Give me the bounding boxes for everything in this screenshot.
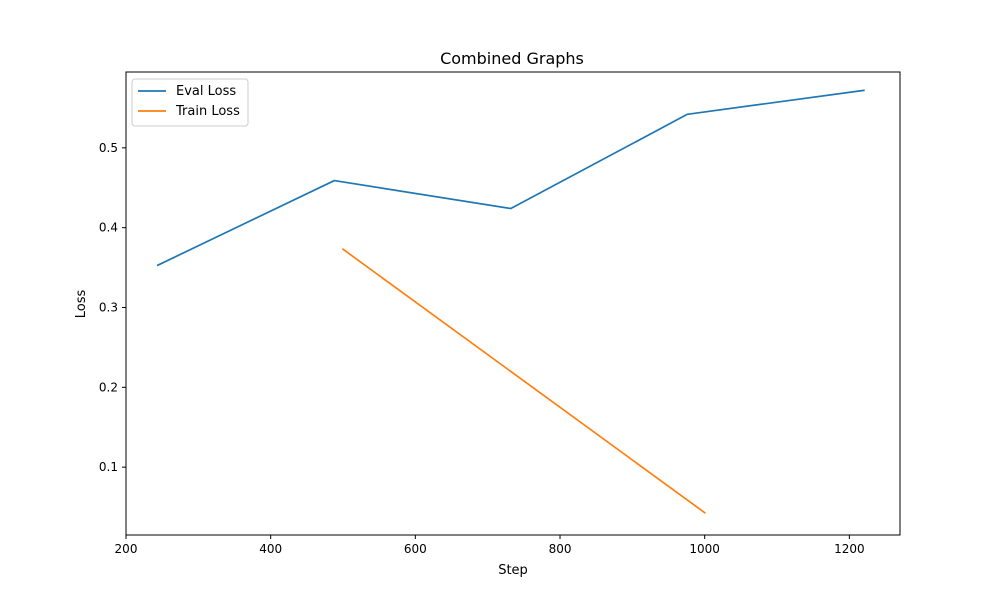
x-tick-label: 1000 — [689, 542, 720, 556]
y-tick-label: 0.4 — [99, 221, 118, 235]
x-tick-label: 600 — [404, 542, 427, 556]
x-tick-label: 200 — [115, 542, 138, 556]
chart-title: Combined Graphs — [440, 49, 584, 68]
x-tick-label: 1200 — [834, 542, 865, 556]
legend-label-1: Train Loss — [175, 104, 240, 119]
x-axis-ticks: 200 400 600 800 1000 1200 — [115, 535, 865, 556]
series-lines — [156, 89, 865, 514]
y-tick-label: 0.5 — [99, 141, 118, 155]
x-axis-label: Step — [498, 563, 528, 578]
y-tick-label: 0.2 — [99, 380, 118, 394]
y-axis-label: Loss — [74, 290, 89, 319]
legend-items: Eval Loss Train Loss — [138, 84, 240, 119]
series-line-0 — [156, 89, 865, 267]
y-axis-ticks: 0.1 0.2 0.3 0.4 0.5 — [99, 141, 126, 474]
plot-frame — [125, 71, 901, 536]
legend-label-0: Eval Loss — [176, 84, 236, 99]
x-tick-label: 800 — [549, 542, 572, 556]
legend: Eval Loss Train Loss — [131, 78, 249, 127]
y-tick-label: 0.3 — [99, 300, 118, 314]
x-tick-label: 400 — [259, 542, 282, 556]
y-tick-label: 0.1 — [99, 460, 118, 474]
series-line-1 — [341, 248, 706, 514]
